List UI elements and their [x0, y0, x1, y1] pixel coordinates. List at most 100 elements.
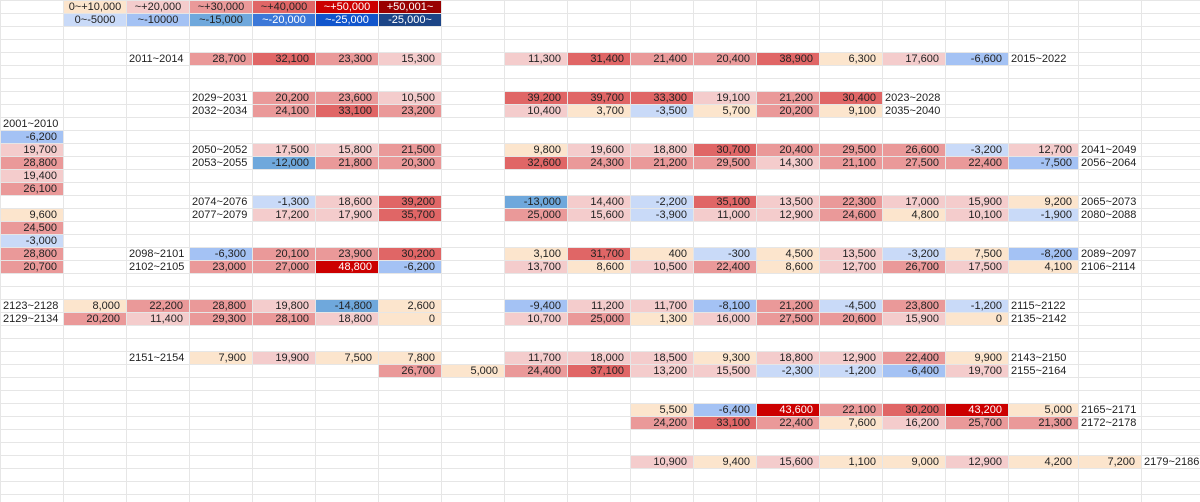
value-cell[interactable]: 17,500: [946, 261, 1008, 273]
range-label[interactable]: 2080~2088: [1081, 209, 1137, 221]
value-cell[interactable]: 1,300: [631, 313, 693, 325]
range-label[interactable]: 2143~2150: [1011, 352, 1067, 364]
value-cell[interactable]: 3,700: [568, 105, 630, 117]
value-cell[interactable]: 9,300: [694, 352, 756, 364]
value-cell[interactable]: 38,900: [757, 53, 819, 65]
value-cell[interactable]: 21,200: [757, 92, 819, 104]
value-cell[interactable]: 22,400: [946, 157, 1008, 169]
value-cell[interactable]: 20,200: [253, 92, 315, 104]
value-cell[interactable]: 12,900: [820, 352, 882, 364]
value-cell[interactable]: 27,500: [883, 157, 945, 169]
value-cell[interactable]: -12,000: [253, 157, 315, 169]
value-cell[interactable]: 33,300: [631, 92, 693, 104]
value-cell[interactable]: 3,100: [505, 248, 567, 260]
value-cell[interactable]: 10,700: [505, 313, 567, 325]
range-label[interactable]: 2165~2171: [1081, 404, 1137, 416]
value-cell[interactable]: 35,100: [694, 196, 756, 208]
value-cell[interactable]: 17,900: [316, 209, 378, 221]
value-cell[interactable]: 15,300: [379, 53, 441, 65]
value-cell[interactable]: 9,100: [820, 105, 882, 117]
value-cell[interactable]: 23,800: [883, 300, 945, 312]
value-cell[interactable]: -1,900: [1009, 209, 1078, 221]
value-cell[interactable]: 9,900: [946, 352, 1008, 364]
value-cell[interactable]: 9,000: [883, 456, 945, 468]
value-cell[interactable]: 20,400: [694, 53, 756, 65]
range-label[interactable]: 2098~2101: [129, 248, 185, 260]
value-cell[interactable]: 5,700: [694, 105, 756, 117]
legend-swatch[interactable]: ~+20,000: [127, 1, 189, 13]
value-cell[interactable]: 24,300: [568, 157, 630, 169]
range-label[interactable]: 2106~2114: [1081, 261, 1136, 273]
range-label[interactable]: 2065~2073: [1081, 196, 1137, 208]
value-cell[interactable]: -3,200: [946, 144, 1008, 156]
value-cell[interactable]: -3,000: [1, 235, 63, 247]
value-cell[interactable]: 7,500: [316, 352, 378, 364]
value-cell[interactable]: -1,300: [253, 196, 315, 208]
value-cell[interactable]: 28,800: [190, 300, 252, 312]
value-cell[interactable]: 5,500: [631, 404, 693, 416]
value-cell[interactable]: 33,100: [694, 417, 756, 429]
value-cell[interactable]: 7,800: [379, 352, 441, 364]
range-label[interactable]: 2123~2128: [3, 300, 59, 312]
value-cell[interactable]: 33,100: [316, 105, 378, 117]
value-cell[interactable]: 9,200: [1009, 196, 1078, 208]
value-cell[interactable]: 11,200: [568, 300, 630, 312]
value-cell[interactable]: 22,200: [127, 300, 189, 312]
value-cell[interactable]: 19,900: [253, 352, 315, 364]
legend-swatch[interactable]: -25,000~: [379, 14, 441, 26]
legend-swatch[interactable]: ~-10000: [127, 14, 189, 26]
range-label[interactable]: 2050~2052: [192, 144, 248, 156]
value-cell[interactable]: -6,400: [883, 365, 945, 377]
value-cell[interactable]: 20,300: [379, 157, 441, 169]
value-cell[interactable]: -2,300: [757, 365, 819, 377]
value-cell[interactable]: 5,000: [442, 365, 504, 377]
value-cell[interactable]: 13,200: [631, 365, 693, 377]
legend-swatch[interactable]: 0~+10,000: [64, 1, 126, 13]
value-cell[interactable]: 0: [379, 313, 441, 325]
value-cell[interactable]: 18,800: [757, 352, 819, 364]
value-cell[interactable]: 21,200: [757, 300, 819, 312]
range-label[interactable]: 2001~2010: [3, 118, 59, 130]
value-cell[interactable]: 25,000: [568, 313, 630, 325]
value-cell[interactable]: -3,500: [631, 105, 693, 117]
value-cell[interactable]: 22,400: [694, 261, 756, 273]
legend-swatch[interactable]: ~+50,000: [316, 1, 378, 13]
value-cell[interactable]: 26,600: [883, 144, 945, 156]
value-cell[interactable]: -3,200: [883, 248, 945, 260]
value-cell[interactable]: 8,600: [757, 261, 819, 273]
value-cell[interactable]: 21,400: [631, 53, 693, 65]
value-cell[interactable]: 19,800: [253, 300, 315, 312]
value-cell[interactable]: 20,100: [253, 248, 315, 260]
value-cell[interactable]: 9,800: [505, 144, 567, 156]
value-cell[interactable]: 4,200: [1009, 456, 1078, 468]
value-cell[interactable]: 10,100: [946, 209, 1008, 221]
value-cell[interactable]: -1,200: [820, 365, 882, 377]
range-label[interactable]: 2179~2186: [1144, 456, 1200, 468]
value-cell[interactable]: 26,700: [883, 261, 945, 273]
value-cell[interactable]: -6,600: [946, 53, 1008, 65]
value-cell[interactable]: 20,700: [1, 261, 63, 273]
value-cell[interactable]: 31,700: [568, 248, 630, 260]
value-cell[interactable]: 15,800: [316, 144, 378, 156]
value-cell[interactable]: -8,200: [1009, 248, 1078, 260]
value-cell[interactable]: 17,200: [253, 209, 315, 221]
range-label[interactable]: 2155~2164: [1011, 365, 1067, 377]
value-cell[interactable]: 19,400: [1, 170, 63, 182]
value-cell[interactable]: 20,600: [820, 313, 882, 325]
value-cell[interactable]: 7,500: [946, 248, 1008, 260]
value-cell[interactable]: 28,800: [1, 157, 63, 169]
value-cell[interactable]: 25,700: [946, 417, 1008, 429]
value-cell[interactable]: 30,200: [379, 248, 441, 260]
value-cell[interactable]: 6,300: [820, 53, 882, 65]
value-cell[interactable]: 8,600: [568, 261, 630, 273]
value-cell[interactable]: 23,000: [190, 261, 252, 273]
value-cell[interactable]: -14,800: [316, 300, 378, 312]
value-cell[interactable]: 13,700: [505, 261, 567, 273]
value-cell[interactable]: 22,300: [820, 196, 882, 208]
value-cell[interactable]: 17,500: [253, 144, 315, 156]
value-cell[interactable]: 23,200: [379, 105, 441, 117]
range-label[interactable]: 2115~2122: [1011, 300, 1066, 312]
value-cell[interactable]: 30,200: [883, 404, 945, 416]
value-cell[interactable]: 43,200: [946, 404, 1008, 416]
range-label[interactable]: 2074~2076: [192, 196, 248, 208]
